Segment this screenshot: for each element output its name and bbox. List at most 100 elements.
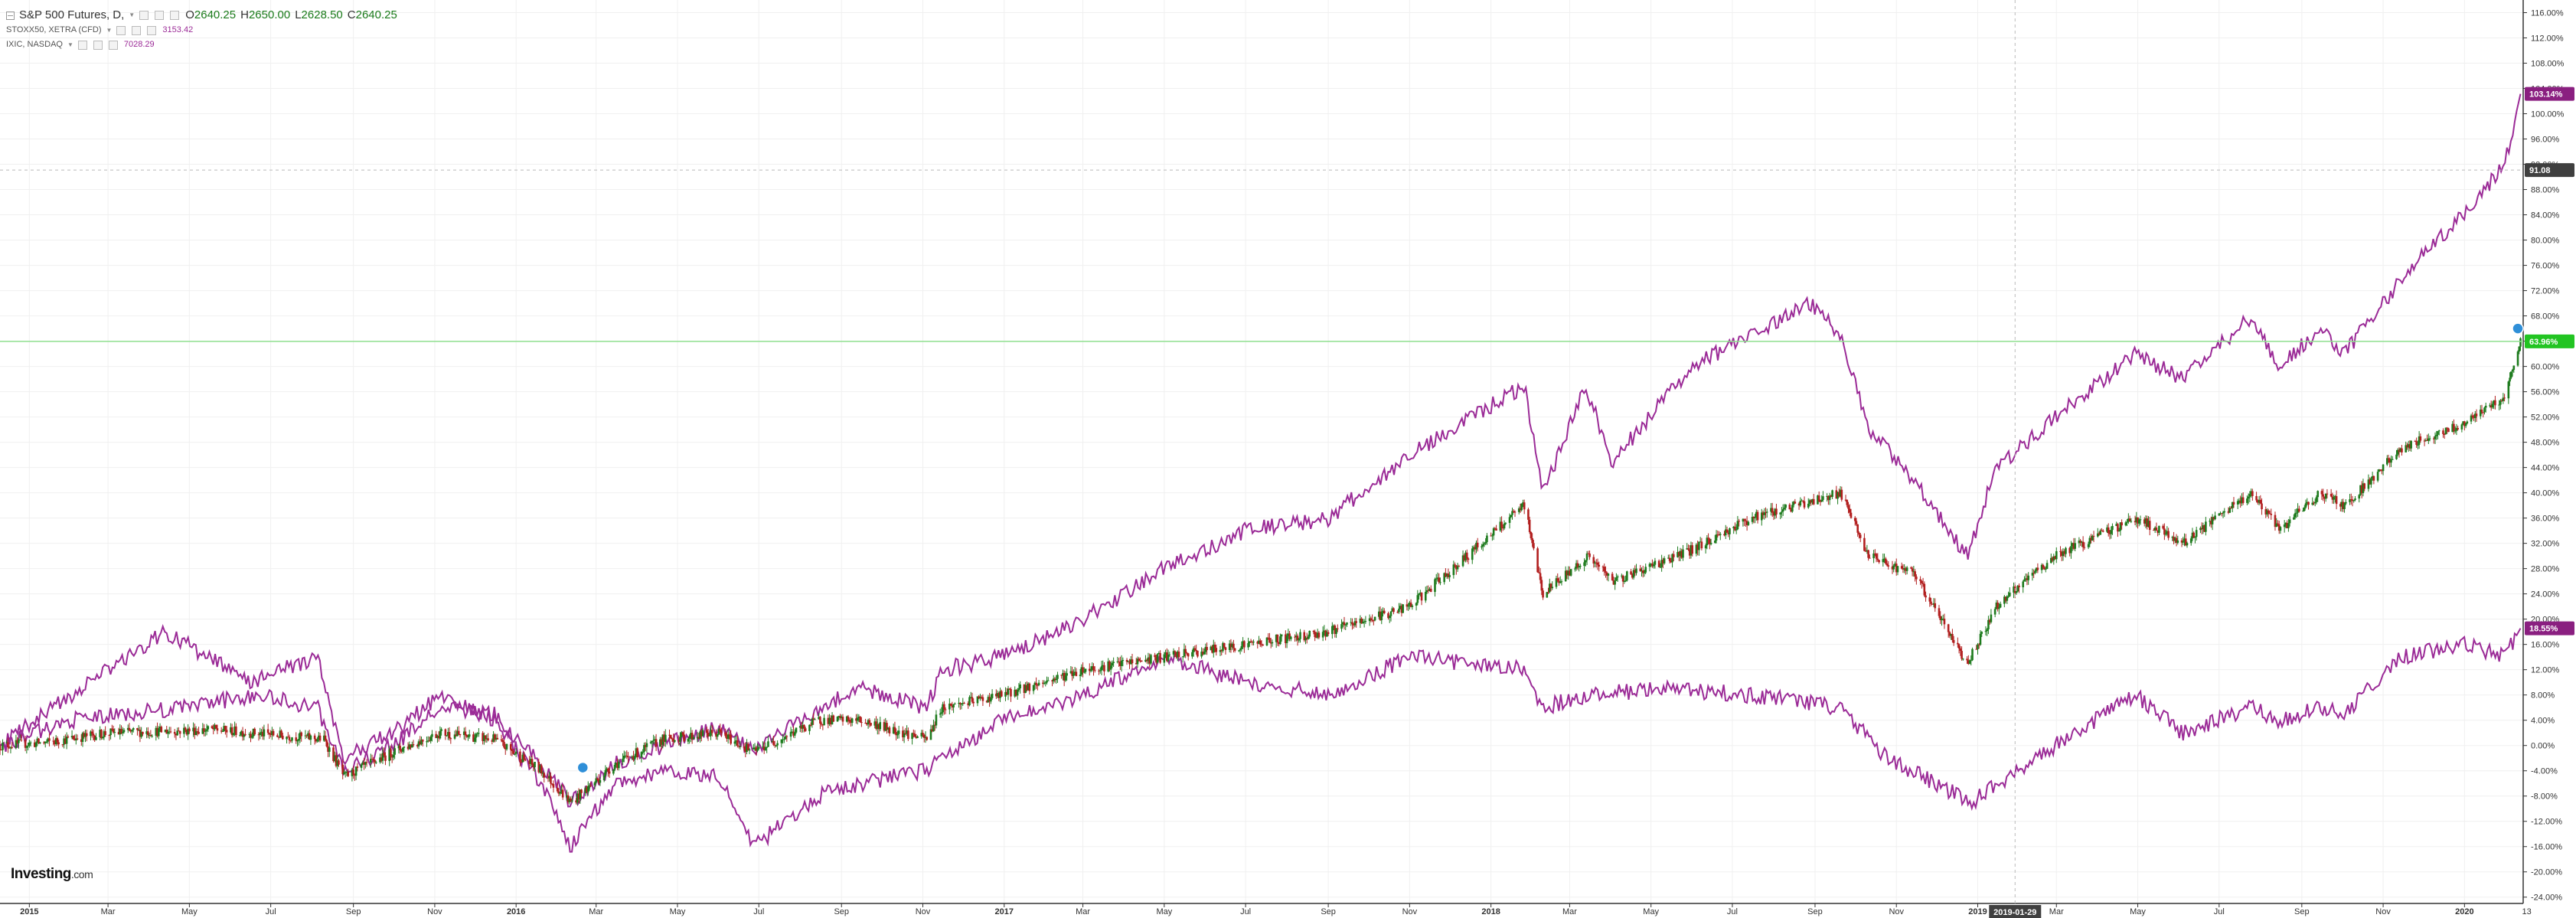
candle-body bbox=[1822, 496, 1824, 500]
candle-body bbox=[244, 734, 246, 736]
candle-body bbox=[1968, 660, 1971, 665]
candle-body bbox=[1411, 605, 1414, 607]
candle-body bbox=[1399, 606, 1402, 609]
candle-body bbox=[730, 734, 732, 744]
investing-logo[interactable]: Investing.com bbox=[11, 866, 93, 882]
candle-body bbox=[1677, 551, 1680, 557]
candle-body bbox=[705, 730, 708, 733]
candle-body bbox=[2419, 436, 2422, 441]
candle-body bbox=[1508, 517, 1511, 523]
candle-body bbox=[808, 724, 811, 731]
candle-body bbox=[119, 728, 122, 735]
chevron-down-icon[interactable]: ▼ bbox=[106, 27, 113, 34]
candle-body bbox=[1064, 675, 1067, 681]
candle-body bbox=[2043, 567, 2045, 570]
candle-body bbox=[1181, 656, 1184, 658]
candle-body bbox=[644, 745, 647, 747]
candle-body bbox=[879, 722, 882, 730]
candle-body bbox=[1100, 666, 1103, 671]
candle-body bbox=[121, 732, 124, 733]
candle-body bbox=[1239, 648, 1242, 651]
candle-body bbox=[1961, 651, 1963, 659]
candle-body bbox=[1387, 613, 1389, 619]
candle-body bbox=[1382, 610, 1384, 613]
candle-body bbox=[688, 737, 691, 740]
candle-body bbox=[1465, 552, 1468, 559]
candle-body bbox=[669, 734, 672, 739]
candle-body bbox=[823, 717, 825, 726]
candle-body bbox=[631, 756, 634, 758]
candle-body bbox=[2435, 434, 2438, 436]
candle-body bbox=[915, 737, 918, 738]
candle-body bbox=[2451, 423, 2454, 433]
candle-body bbox=[475, 733, 478, 738]
eye-icon[interactable] bbox=[139, 11, 149, 20]
candle-body bbox=[724, 732, 726, 737]
candle-body bbox=[1698, 541, 1700, 550]
candle-body bbox=[547, 777, 550, 779]
candle-body bbox=[2335, 496, 2338, 505]
chevron-down-icon[interactable]: ▼ bbox=[67, 41, 73, 48]
candle-body bbox=[971, 697, 974, 702]
candle-body bbox=[2034, 570, 2036, 573]
legend-compare-symbol[interactable]: STOXX50, XETRA (CFD) bbox=[6, 25, 102, 34]
candle-body bbox=[1576, 563, 1579, 568]
settings-icon[interactable] bbox=[93, 40, 103, 50]
candle-body bbox=[397, 746, 400, 749]
legend-compare-row[interactable]: IXIC, NASDAQ ▼ 7028.29 bbox=[6, 38, 397, 52]
candle-body bbox=[212, 727, 215, 730]
candle-body bbox=[1911, 568, 1914, 572]
candle-body bbox=[576, 793, 579, 803]
close-icon[interactable] bbox=[170, 11, 180, 20]
candle-body bbox=[2484, 405, 2487, 408]
candle-body bbox=[2287, 523, 2290, 528]
candle-body bbox=[2295, 512, 2298, 514]
y-tick-label: -4.00% bbox=[2531, 767, 2558, 776]
candle-body bbox=[1007, 688, 1010, 695]
legend-compare-symbol[interactable]: IXIC, NASDAQ bbox=[6, 40, 63, 49]
candle-body bbox=[1729, 528, 1731, 534]
close-icon[interactable] bbox=[108, 40, 118, 50]
candle-body bbox=[726, 736, 728, 739]
candle-body bbox=[886, 723, 888, 730]
candle-body bbox=[2134, 521, 2137, 523]
candle-body bbox=[1923, 583, 1926, 596]
candle-body bbox=[1671, 554, 1673, 563]
close-icon[interactable] bbox=[147, 25, 157, 35]
collapse-icon[interactable] bbox=[6, 11, 15, 20]
candle-body bbox=[1014, 689, 1017, 697]
eye-icon[interactable] bbox=[77, 40, 87, 50]
settings-icon[interactable] bbox=[155, 11, 165, 20]
candle-body bbox=[867, 720, 870, 725]
candle-body bbox=[2388, 459, 2392, 463]
eye-icon[interactable] bbox=[116, 25, 126, 35]
candle-body bbox=[1503, 523, 1506, 529]
candle-body bbox=[446, 735, 448, 737]
candle-body bbox=[2074, 543, 2076, 549]
candle-body bbox=[24, 740, 27, 748]
candle-body bbox=[1736, 521, 1739, 530]
candle-body bbox=[791, 731, 794, 733]
chevron-down-icon[interactable]: ▼ bbox=[129, 11, 135, 18]
candle-body bbox=[1626, 571, 1628, 581]
candle-body bbox=[1265, 637, 1268, 645]
candle-body bbox=[1079, 675, 1082, 677]
legend-compare-row[interactable]: STOXX50, XETRA (CFD) ▼ 3153.42 bbox=[6, 23, 397, 38]
candle-body bbox=[1429, 588, 1432, 593]
candle-body bbox=[859, 717, 861, 723]
candle-body bbox=[111, 728, 113, 730]
candle-body bbox=[361, 763, 364, 765]
legend-main-row[interactable]: S&P 500 Futures, D, ▼ O2640.25 H2650.00 … bbox=[6, 8, 397, 23]
candle-body bbox=[1331, 626, 1334, 635]
legend-main-symbol[interactable]: S&P 500 Futures, D, bbox=[19, 8, 125, 21]
candle-body bbox=[2004, 596, 2007, 601]
candle-body bbox=[372, 759, 375, 760]
candle-body bbox=[1424, 591, 1427, 601]
candle-body bbox=[935, 714, 938, 726]
candle-body bbox=[1725, 529, 1729, 533]
candle-body bbox=[465, 734, 469, 737]
last-day-label: 13 bbox=[2522, 907, 2532, 916]
settings-icon[interactable] bbox=[132, 25, 142, 35]
